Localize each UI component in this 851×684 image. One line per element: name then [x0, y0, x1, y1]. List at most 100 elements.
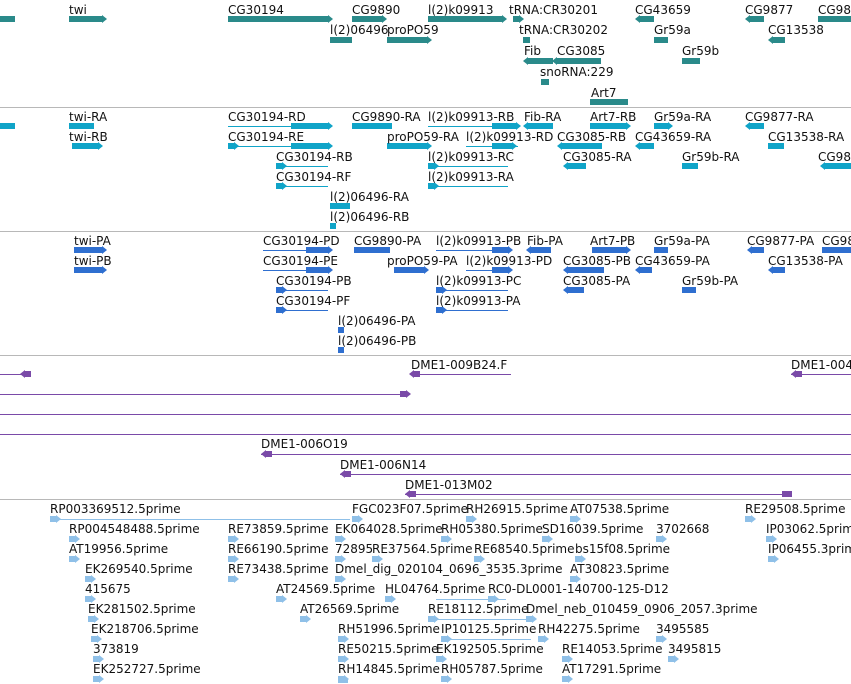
- protein-label-cg3085-pa[interactable]: CG3085-PA: [563, 274, 631, 288]
- est-glyph-40[interactable]: [668, 656, 674, 662]
- protein-glyph-cg9877-pa[interactable]: [752, 247, 764, 253]
- gene-glyph-lk09913[interactable]: [428, 16, 502, 22]
- gene-glyph-left-clip[interactable]: [0, 16, 15, 22]
- est-label-re18112[interactable]: RE18112.5prime: [428, 602, 529, 616]
- transcript-line-lk09913-ra[interactable]: [428, 186, 508, 187]
- est-label-bs15f08[interactable]: bs15f08.5prime: [575, 542, 671, 556]
- est-label-ek192505[interactable]: EK192505.5prime: [436, 642, 544, 656]
- est-glyph-27[interactable]: [88, 616, 94, 622]
- clone-line-dme1-006n14[interactable]: [340, 474, 851, 475]
- gene-glyph-cg9890[interactable]: [352, 16, 382, 22]
- gene-glyph-trna-cr30202[interactable]: [523, 37, 530, 43]
- est-block-rh14845[interactable]: [338, 679, 348, 683]
- transcript-glyph-fib-ra[interactable]: [528, 123, 553, 129]
- est-label-fgc023f07[interactable]: FGC023F07.5prime: [352, 502, 469, 516]
- transcript-glyph-cg43659-ra[interactable]: [640, 143, 654, 149]
- est-glyph-31[interactable]: [91, 636, 97, 642]
- gene-label-lk09913[interactable]: l(2)k09913: [428, 3, 494, 17]
- protein-label-lk09913-pb[interactable]: l(2)k09913-PB: [436, 234, 522, 248]
- est-label-re73438[interactable]: RE73438.5prime: [228, 562, 329, 576]
- transcript-label-cg43659-ra[interactable]: CG43659-RA: [635, 130, 712, 144]
- transcript-glyph-propo59-ra[interactable]: [387, 143, 427, 149]
- protein-line-cg30194-pf[interactable]: [276, 310, 328, 311]
- protein-label-cg43659-pa[interactable]: CG43659-PA: [635, 254, 710, 268]
- transcript-glyph-cg30194-rf[interactable]: [276, 183, 282, 189]
- protein-glyph-cg30194-pd[interactable]: [306, 247, 328, 253]
- est-glyph-10[interactable]: [656, 536, 662, 542]
- protein-glyph-cg3085-pb[interactable]: [568, 267, 604, 273]
- transcript-label-gr59b-ra[interactable]: Gr59b-RA: [682, 150, 740, 164]
- gene-glyph-gr59a[interactable]: [654, 37, 668, 43]
- gene-label-art7[interactable]: Art7: [591, 86, 617, 100]
- protein-glyph-gr59b-pa[interactable]: [682, 287, 696, 293]
- gene-label-snorna229[interactable]: snoRNA:229: [540, 65, 614, 79]
- protein-glyph-gr59a-pa[interactable]: [654, 247, 668, 253]
- transcript-glyph-cg30194-re-b[interactable]: [291, 143, 328, 149]
- est-glyph-41[interactable]: [93, 676, 99, 682]
- gene-label-cg13538[interactable]: CG13538: [768, 23, 824, 37]
- est-glyph-23[interactable]: [85, 596, 91, 602]
- gene-glyph-trna-cr30201[interactable]: [513, 16, 519, 22]
- gene-label-cg9890[interactable]: CG9890: [352, 3, 401, 17]
- transcript-glyph-twi-ra[interactable]: [69, 123, 94, 129]
- transcript-line-lk09913-rc[interactable]: [428, 166, 508, 167]
- est-glyph-22[interactable]: [570, 576, 576, 582]
- est-label-re50215[interactable]: RE50215.5prime: [338, 642, 439, 656]
- protein-glyph-l206496-pa[interactable]: [338, 327, 344, 333]
- transcript-line-cg30194-rd[interactable]: [228, 126, 328, 127]
- clone-line-left-2[interactable]: [0, 394, 405, 395]
- est-line-ip10125[interactable]: [441, 639, 531, 640]
- transcript-label-art7-rb[interactable]: Art7-RB: [590, 110, 637, 124]
- protein-glyph-cg98[interactable]: [822, 247, 851, 253]
- transcript-line-cg30194-re[interactable]: [228, 146, 328, 147]
- protein-glyph-lk09913-pc[interactable]: [436, 287, 442, 293]
- protein-label-cg30194-pb[interactable]: CG30194-PB: [276, 274, 352, 288]
- est-label-3495585[interactable]: 3495585: [656, 622, 710, 636]
- est-label-ek281502[interactable]: EK281502.5prime: [88, 602, 196, 616]
- transcript-label-cg3085-ra[interactable]: CG3085-RA: [563, 150, 632, 164]
- est-label-re73859[interactable]: RE73859.5prime: [228, 522, 329, 536]
- transcript-label-cg9877-ra[interactable]: CG9877-RA: [745, 110, 814, 124]
- protein-label-cg30194-pe[interactable]: CG30194-PE: [263, 254, 338, 268]
- est-glyph-8[interactable]: [441, 536, 447, 542]
- est-glyph-35[interactable]: [656, 636, 662, 642]
- est-glyph-36[interactable]: [93, 656, 99, 662]
- transcript-glyph-gr59b-ra[interactable]: [682, 163, 698, 169]
- protein-glyph-twi-pb[interactable]: [74, 267, 102, 273]
- gene-label-fib[interactable]: Fib: [524, 44, 541, 58]
- est-label-re14053[interactable]: RE14053.5prime: [562, 642, 663, 656]
- protein-label-propo59-pa[interactable]: proPO59-PA: [387, 254, 458, 268]
- est-glyph-3[interactable]: [570, 516, 576, 522]
- est-glyph-24[interactable]: [276, 596, 282, 602]
- est-glyph-13[interactable]: [228, 556, 234, 562]
- est-glyph-14[interactable]: [335, 556, 341, 562]
- est-label-rc0-dl0001[interactable]: RC0-DL0001-140700-125-D12: [488, 582, 669, 596]
- transcript-label-gr59a-ra[interactable]: Gr59a-RA: [654, 110, 712, 124]
- clone-line-left-1[interactable]: [0, 374, 28, 375]
- est-glyph-15[interactable]: [372, 556, 378, 562]
- est-label-re37564[interactable]: RE37564.5prime: [372, 542, 473, 556]
- est-glyph-25[interactable]: [385, 596, 391, 602]
- protein-glyph-cg30194-pe[interactable]: [306, 267, 328, 273]
- est-glyph-4[interactable]: [745, 516, 751, 522]
- est-line-re18112[interactable]: [436, 619, 526, 620]
- transcript-glyph-cg13538-ra[interactable]: [768, 143, 784, 149]
- protein-label-l206496-pb[interactable]: l(2)06496-PB: [338, 334, 417, 348]
- est-glyph-20[interactable]: [228, 576, 234, 582]
- protein-label-lk09913-pc[interactable]: l(2)k09913-PC: [436, 274, 522, 288]
- est-glyph-38[interactable]: [436, 656, 442, 662]
- est-label-ek218706[interactable]: EK218706.5prime: [91, 622, 199, 636]
- est-glyph-18[interactable]: [768, 556, 774, 562]
- est-line-rp003369512[interactable]: [50, 519, 350, 520]
- est-label-dmel-neb[interactable]: Dmel_neb_010459_0906_2057.3prime: [526, 602, 758, 616]
- transcript-label-cg3085-rb[interactable]: CG3085-RB: [557, 130, 627, 144]
- clone-glyph-left-2[interactable]: [400, 391, 406, 397]
- clone-glyph-left-1[interactable]: [25, 371, 31, 377]
- est-glyph-2[interactable]: [466, 516, 472, 522]
- est-glyph-11[interactable]: [766, 536, 772, 542]
- transcript-label-cg98-clipped[interactable]: CG98: [818, 150, 851, 164]
- transcript-line-cg30194-rb[interactable]: [276, 166, 328, 167]
- est-label-rh42275[interactable]: RH42275.5prime: [538, 622, 640, 636]
- transcript-glyph-cg30194-re-a[interactable]: [228, 143, 234, 149]
- transcript-label-cg30194-rd[interactable]: CG30194-RD: [228, 110, 306, 124]
